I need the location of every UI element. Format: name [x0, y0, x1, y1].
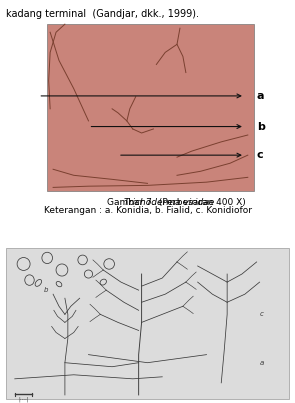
Text: kadang terminal  (Gandjar, dkk., 1999).: kadang terminal (Gandjar, dkk., 1999). — [6, 9, 199, 19]
Text: b: b — [44, 287, 49, 293]
Text: a: a — [260, 360, 264, 366]
Text: Keterangan : a. Konidia, b. Fialid, c. Konidiofor: Keterangan : a. Konidia, b. Fialid, c. K… — [43, 206, 252, 215]
Text: Gambar 7.: Gambar 7. — [107, 198, 158, 207]
Text: b: b — [257, 122, 265, 131]
Text: Trichoderma viridae: Trichoderma viridae — [124, 198, 214, 207]
Text: a: a — [257, 91, 264, 101]
Bar — [47, 24, 254, 191]
Text: c: c — [260, 312, 263, 317]
Text: |----|: |----| — [18, 397, 29, 403]
Text: c: c — [257, 150, 263, 160]
Bar — [6, 248, 289, 399]
Text: (Perbesaran 400 X): (Perbesaran 400 X) — [156, 198, 246, 207]
